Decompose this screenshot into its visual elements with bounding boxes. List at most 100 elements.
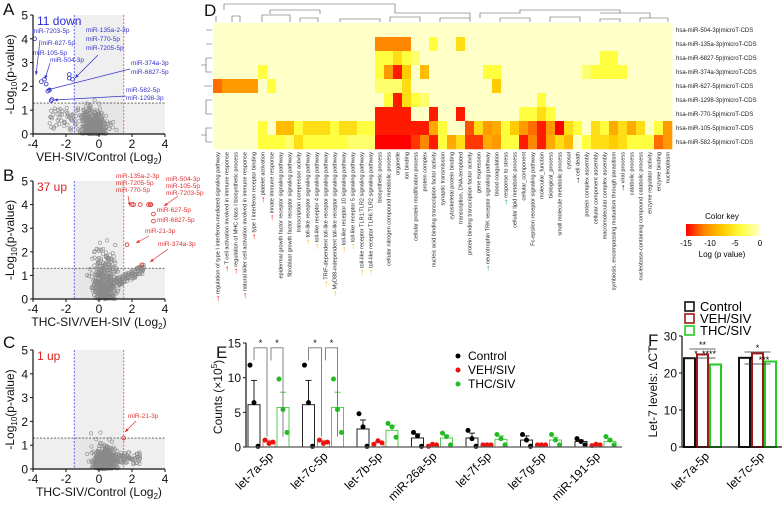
heatmap-cell <box>447 37 457 52</box>
row-dendrogram <box>201 29 212 143</box>
heatmap-cell <box>258 135 268 150</box>
heatmap-cell <box>294 93 304 108</box>
data-point <box>108 252 113 257</box>
data-point <box>97 271 102 276</box>
heatmap-cell <box>582 121 592 136</box>
data-point <box>130 270 135 275</box>
data-point <box>498 436 504 442</box>
data-point <box>364 443 370 449</box>
data-point <box>96 256 101 261</box>
highlighted-point <box>124 242 130 248</box>
data-point <box>524 437 529 443</box>
legend-swatch <box>684 325 695 336</box>
data-point <box>107 461 112 466</box>
heatmap-cell <box>348 135 358 150</box>
heatmap-cell <box>222 93 232 108</box>
data-point <box>89 125 94 130</box>
heatmap-cell <box>663 135 673 150</box>
arrowhead-icon <box>164 202 168 206</box>
heatmap-cell <box>420 121 430 136</box>
heatmap-cell <box>303 79 313 94</box>
heatmap-cell <box>402 79 412 94</box>
data-point <box>321 441 326 447</box>
data-point <box>444 434 449 440</box>
heatmap-row-label: hsa-miR-1298-3p|microT-CDS <box>676 98 757 104</box>
heatmap-cell <box>501 37 511 52</box>
data-point <box>110 258 115 263</box>
data-point <box>114 291 119 296</box>
heatmap-cell <box>321 93 331 108</box>
heatmap-cell <box>528 107 538 122</box>
data-point <box>110 446 115 451</box>
significance-marker: ** <box>699 340 707 350</box>
y-tick-label: 1 <box>21 269 28 283</box>
data-point <box>98 273 103 278</box>
heatmap-cell <box>465 37 475 52</box>
column-label-text: biosynthetic process <box>378 152 384 203</box>
color-key-tick: 0 <box>758 239 763 248</box>
heatmap-cell <box>654 135 664 150</box>
heatmap-cell <box>618 93 628 108</box>
heatmap-cell <box>393 23 403 38</box>
data-point <box>360 424 366 430</box>
y-label-subscript: 10 <box>10 81 19 90</box>
data-point <box>465 427 471 433</box>
data-point <box>73 122 78 127</box>
column-dendrogram <box>215 3 669 22</box>
heatmap-column-label: →TRIF-dependent toll-like receptor signa… <box>320 152 330 289</box>
heatmap-column-label: epidermal growth factor receptor signali… <box>279 152 285 279</box>
heatmap-cell <box>348 79 358 94</box>
heatmap-cell <box>492 79 502 94</box>
annotation-arrow <box>46 68 131 91</box>
column-label-text: response to stress <box>504 152 510 198</box>
column-label-text: natural killer cell activation involved … <box>243 152 249 291</box>
column-label-text: toll-like receptor 10 signaling pathway <box>342 152 348 245</box>
heatmap-cell <box>276 51 286 66</box>
heatmap-cell <box>411 79 421 94</box>
data-point <box>593 441 599 447</box>
point-annotation: miR-6827-5p <box>131 69 169 76</box>
highlighted-point <box>151 218 156 224</box>
heatmap-cell <box>618 51 628 66</box>
data-point <box>251 400 257 406</box>
heatmap-cell <box>456 135 466 150</box>
arrowhead-icon <box>127 202 131 206</box>
legend-label: VEH/SIV <box>468 363 515 377</box>
data-point <box>131 456 136 461</box>
heatmap-cell <box>429 121 439 136</box>
heatmap-cell <box>321 23 331 38</box>
heatmap-cell <box>276 23 286 38</box>
y-tick-label: 2 <box>21 80 28 94</box>
heatmap-cell <box>375 79 385 94</box>
heatmap-column-label: →toll-like receptor TLR1:TLR2 signaling … <box>356 152 366 277</box>
heatmap-cell <box>654 121 664 136</box>
heatmap-column-label: →regulation of MHC class I biosynthetic … <box>230 152 240 276</box>
x-tick-label: 4 <box>162 472 169 486</box>
y-label-end: (p-value) <box>3 34 17 81</box>
heatmap-row-label: hsa-miR-627-5p|microT-CDS <box>676 84 753 90</box>
heatmap-cell <box>249 65 259 80</box>
heatmap-cell <box>447 135 457 150</box>
heatmap-cell <box>510 135 520 150</box>
heatmap-cell <box>303 51 313 66</box>
heatmap-cell <box>303 37 313 52</box>
point-annotation: miR-7205-5p <box>116 180 154 187</box>
column-label-text: catabolic process <box>630 152 636 195</box>
bar <box>247 404 261 448</box>
x-label-end: ) <box>158 485 162 499</box>
data-point <box>108 272 113 277</box>
data-point <box>89 450 94 455</box>
heatmap-cell <box>501 51 511 66</box>
color-key: Color key -15 -10 -5 0 Log (p value) <box>680 212 763 259</box>
column-label-text: neurotrophin TRK receptor signaling path… <box>486 152 492 264</box>
heatmap-cell <box>285 79 295 94</box>
heatmap-cell <box>312 79 322 94</box>
heatmap-cell <box>393 107 403 122</box>
heatmap-cell <box>330 93 340 108</box>
arrow-up-icon: → <box>320 280 330 289</box>
data-point <box>535 442 540 448</box>
arrow-up-icon: → <box>329 289 339 298</box>
heatmap-cell <box>384 65 394 80</box>
data-point <box>557 442 562 448</box>
heatmap-cell <box>636 93 646 108</box>
